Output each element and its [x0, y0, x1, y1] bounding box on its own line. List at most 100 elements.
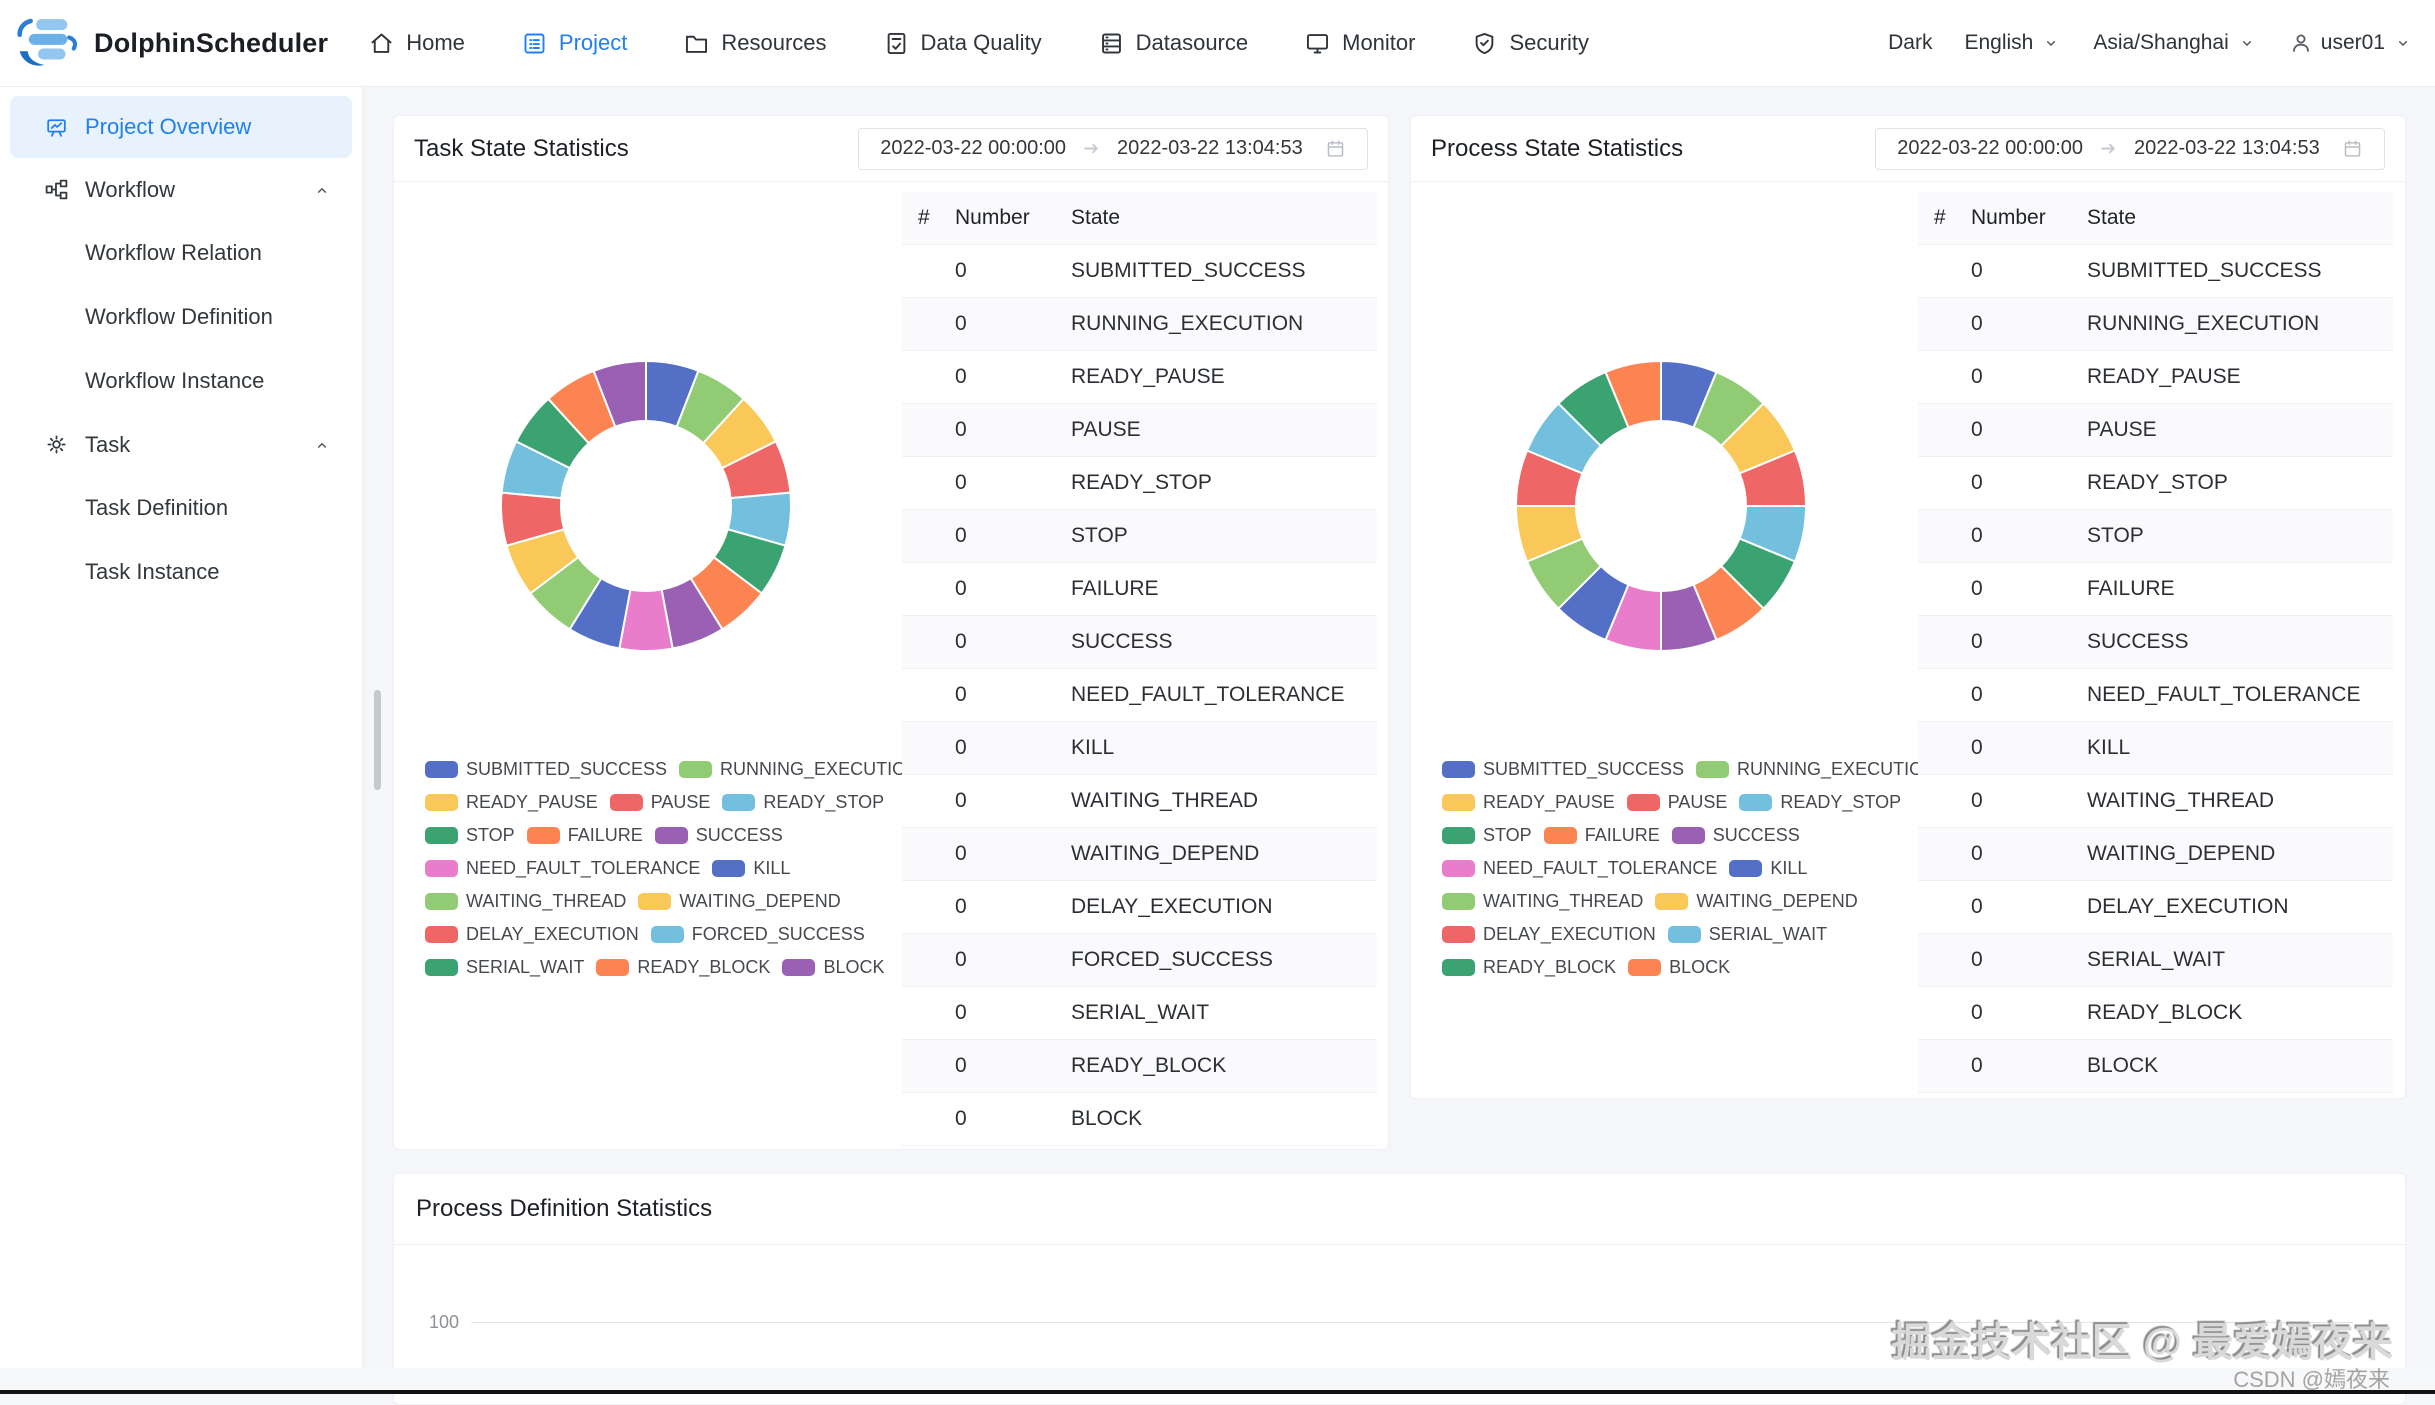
legend-item[interactable]: READY_PAUSE [1442, 792, 1615, 813]
sidebar-item-task-instance[interactable]: Task Instance [85, 559, 220, 584]
legend-item[interactable]: SUBMITTED_SUCCESS [425, 759, 667, 780]
table-row: 0 SUCCESS [902, 615, 1377, 669]
cell-hash [1918, 245, 1971, 298]
cell-state: PAUSE [1071, 418, 1141, 441]
table-row: 0 READY_STOP [902, 456, 1377, 510]
process-definition-card: Process Definition Statistics 100 [393, 1173, 2406, 1405]
legend-item[interactable]: KILL [1729, 858, 1807, 879]
sidebar-item-project-overview[interactable]: Project Overview [10, 96, 352, 158]
gear-icon [47, 435, 66, 454]
legend-item[interactable]: DELAY_EXECUTION [1442, 924, 1656, 945]
legend-swatch [1739, 794, 1773, 811]
table-row: 0 READY_STOP [1918, 456, 2393, 510]
nav-data-quality[interactable]: Data Quality [883, 30, 1042, 57]
legend-item[interactable]: WAITING_THREAD [425, 891, 626, 912]
legend-item[interactable]: BLOCK [782, 957, 884, 978]
legend-swatch [1696, 761, 1730, 778]
timezone-select[interactable]: Asia/Shanghai [2093, 31, 2256, 55]
legend-label: WAITING_DEPEND [1696, 891, 1858, 911]
cell-number: 0 [1971, 577, 1983, 600]
security-shield-icon [1476, 32, 1494, 54]
table-row: 0 WAITING_THREAD [902, 774, 1377, 828]
brand[interactable]: DolphinScheduler [16, 17, 328, 69]
legend-label: DELAY_EXECUTION [466, 924, 639, 944]
main-nav: Home Project Resources Data Quality Data… [368, 30, 1589, 57]
legend-item[interactable]: WAITING_DEPEND [638, 891, 841, 912]
legend-item[interactable]: NEED_FAULT_TOLERANCE [1442, 858, 1717, 879]
sidebar-item-workflow-relation[interactable]: Workflow Relation [85, 240, 262, 265]
nav-project[interactable]: Project [521, 30, 627, 57]
cell-hash [902, 457, 955, 510]
task-card-header: Task State Statistics 2022-03-22 00:00:0… [394, 116, 1388, 182]
cell-state: BLOCK [1071, 1107, 1143, 1130]
task-state-donut-chart [500, 359, 792, 652]
legend-item[interactable]: SUBMITTED_SUCCESS [1442, 759, 1684, 780]
legend-item[interactable]: SERIAL_WAIT [425, 957, 584, 978]
nav-home[interactable]: Home [368, 30, 465, 57]
sidebar-item-task-definition[interactable]: Task Definition [85, 495, 229, 520]
cell-state: BLOCK [2087, 1054, 2159, 1077]
sidebar: Project Overview Workflow Workflow Relat… [0, 87, 363, 1394]
process-card-header: Process State Statistics 2022-03-22 00:0… [1411, 116, 2405, 182]
sidebar-section-task[interactable]: Task [0, 413, 362, 476]
datasource-icon [1101, 33, 1121, 53]
nav-security[interactable]: Security [1471, 30, 1589, 57]
legend-swatch [425, 794, 458, 811]
nav-datasource[interactable]: Datasource [1098, 30, 1248, 57]
legend-item[interactable]: NEED_FAULT_TOLERANCE [425, 858, 700, 879]
legend-swatch [679, 761, 713, 778]
sidebar-item-workflow-definition[interactable]: Workflow Definition [85, 304, 273, 329]
cell-hash [1918, 881, 1971, 934]
nav-monitor[interactable]: Monitor [1304, 30, 1415, 57]
legend-item[interactable]: PAUSE [609, 792, 710, 813]
legend-swatch [1543, 827, 1577, 844]
legend-item[interactable]: READY_PAUSE [425, 792, 598, 813]
theme-toggle[interactable]: Dark [1888, 31, 1933, 54]
legend-item[interactable]: WAITING_DEPEND [1655, 891, 1858, 912]
legend-item[interactable]: READY_BLOCK [596, 957, 770, 978]
table-row: 0 FAILURE [1918, 562, 2393, 616]
project-icon [524, 33, 545, 53]
legend-item[interactable]: WAITING_THREAD [1442, 891, 1643, 912]
language-select[interactable]: English [1964, 31, 2061, 55]
legend-item[interactable]: FAILURE [526, 825, 643, 846]
legend-item[interactable]: STOP [425, 825, 515, 846]
legend-item[interactable]: SERIAL_WAIT [1667, 924, 1827, 945]
legend-item[interactable]: RUNNING_EXECUTION [679, 759, 919, 780]
cell-hash [902, 298, 955, 351]
legend-item[interactable]: BLOCK [1628, 957, 1730, 978]
cell-state: SUBMITTED_SUCCESS [2087, 259, 2322, 282]
user-menu[interactable]: user01 [2289, 31, 2413, 55]
task-date-range-picker[interactable]: 2022-03-22 00:00:00 2022-03-22 13:04:53 [858, 127, 1368, 170]
table-row: 0 PAUSE [1918, 403, 2393, 457]
legend-item[interactable]: FAILURE [1543, 825, 1660, 846]
legend-item[interactable]: SUCCESS [654, 825, 783, 846]
cell-number: 0 [955, 1001, 967, 1024]
cell-state: NEED_FAULT_TOLERANCE [2087, 683, 2361, 706]
cell-hash [902, 616, 955, 669]
legend-item[interactable]: RUNNING_EXECUTION [1696, 759, 1936, 780]
legend-item[interactable]: READY_STOP [1739, 792, 1901, 813]
legend-item[interactable]: DELAY_EXECUTION [425, 924, 639, 945]
legend-item[interactable]: READY_BLOCK [1442, 957, 1616, 978]
legend-item[interactable]: STOP [1442, 825, 1532, 846]
legend-item[interactable]: FORCED_SUCCESS [650, 924, 865, 945]
legend-item[interactable]: READY_STOP [722, 792, 884, 813]
legend-swatch [425, 926, 458, 943]
table-row: 0 BLOCK [902, 1092, 1377, 1146]
process-date-range-picker[interactable]: 2022-03-22 00:00:00 2022-03-22 13:04:53 [1875, 127, 2385, 170]
sidebar-section-workflow[interactable]: Workflow [0, 158, 362, 221]
cell-state: RUNNING_EXECUTION [1071, 312, 1304, 335]
legend-item[interactable]: KILL [712, 858, 790, 879]
legend-item[interactable]: PAUSE [1626, 792, 1727, 813]
nav-resources[interactable]: Resources [683, 30, 827, 57]
legend-swatch [1442, 827, 1475, 844]
cell-state: FAILURE [1071, 577, 1159, 600]
legend-swatch [1628, 959, 1662, 976]
sidebar-item-workflow-instance[interactable]: Workflow Instance [85, 368, 265, 393]
scrollbar-thumb[interactable] [374, 690, 381, 790]
legend-item[interactable]: SUCCESS [1671, 825, 1800, 846]
table-row: 0 FAILURE [902, 562, 1377, 616]
table-row: 0 KILL [1918, 721, 2393, 775]
cell-state: READY_PAUSE [1071, 365, 1225, 388]
